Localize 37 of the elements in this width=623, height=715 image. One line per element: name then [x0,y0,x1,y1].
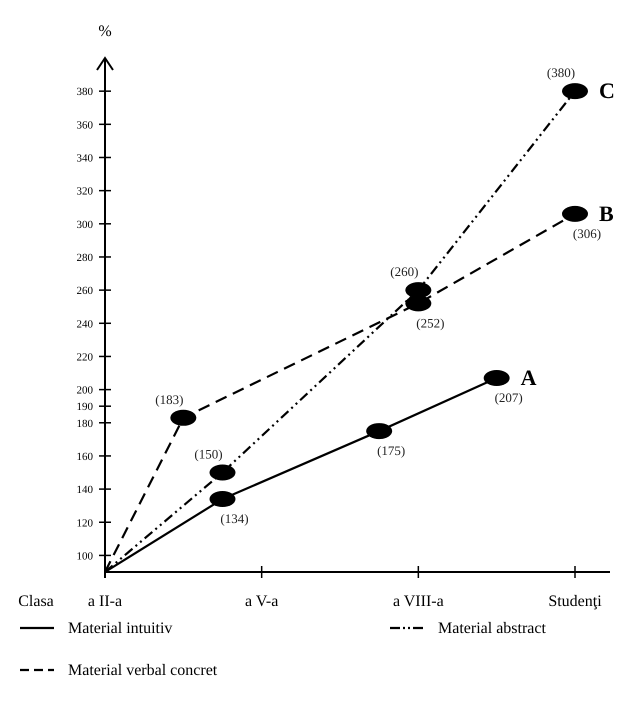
y-tick-label: 160 [76,450,94,463]
legend-label: Material verbal concret [68,662,218,679]
data-label: (150) [194,446,223,462]
data-label: (175) [377,443,406,458]
legend-label: Material abstract [438,620,546,637]
data-label: (260) [390,264,418,280]
y-tick-label: 100 [76,550,94,562]
y-tick-label: 140 [76,484,94,496]
y-tick-label: 190 [76,401,94,414]
annotation: C [599,78,615,104]
y-tick-label: 340 [76,152,94,164]
data-label: (183) [155,392,184,407]
y-tick-label: 240 [76,318,94,330]
y-tick-label: 220 [76,351,94,364]
data-label: (306) [572,226,602,241]
y-tick-label: 260 [76,285,94,298]
y-tick-label: 280 [76,252,94,264]
x-tick-label: a VIII-a [392,593,444,610]
y-tick-label: 120 [76,517,94,530]
y-tick-label: 320 [76,186,94,198]
y-tick-label: 380 [76,86,94,98]
data-label: (207) [494,390,523,406]
y-tick-label: 360 [76,119,94,132]
data-label: (134) [220,511,249,526]
x-axis-title: Clasa [18,593,54,610]
x-tick-label: a V-a [245,593,278,610]
y-axis-title: % [98,23,112,40]
annotation: B [599,200,614,226]
annotation: A [520,365,537,390]
x-tick-label: Studenţi [548,593,602,610]
y-tick-label: 300 [76,218,94,231]
legend-label: Material intuitiv [68,620,172,637]
data-label: (380) [546,65,576,80]
y-tick-label: 200 [76,384,94,397]
data-label: (252) [416,315,444,330]
y-tick-label: 180 [76,418,94,430]
x-tick-label: a II-a [88,593,122,610]
